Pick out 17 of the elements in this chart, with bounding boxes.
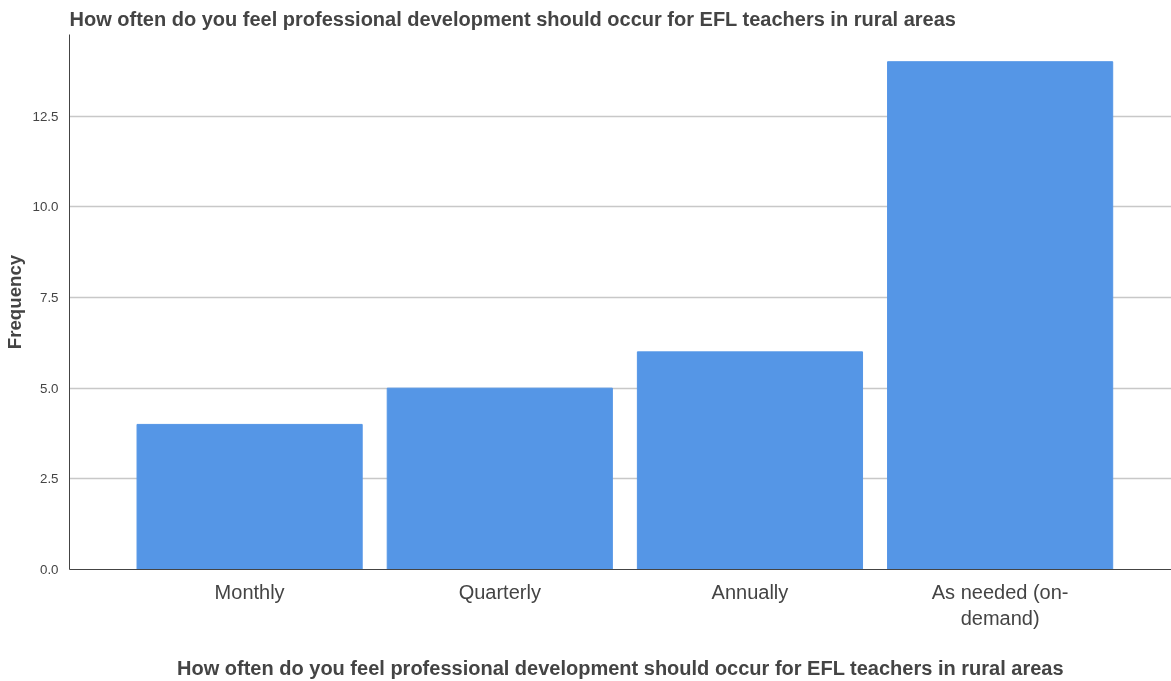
- y-tick-label: 5.0: [39, 380, 59, 396]
- x-tick-label: Monthly: [214, 580, 285, 603]
- bar: [386, 387, 613, 570]
- y-tick-label: 10.0: [32, 199, 59, 215]
- bar: [136, 423, 363, 570]
- x-axis-title: How often do you feel professional development should occur for EFL teachers in rural areas: [177, 656, 1064, 679]
- bar: [636, 351, 864, 570]
- bar: [887, 61, 1114, 570]
- y-axis-title: Frequency: [3, 254, 25, 350]
- y-tick-label: 7.5: [39, 289, 59, 305]
- x-tick-label: Annually: [711, 580, 789, 603]
- chart-title: How often do you feel professional development should occur for EFL teachers in rural areas: [69, 7, 956, 30]
- y-tick-label: 2.5: [39, 471, 59, 487]
- y-tick-label: 12.5: [32, 108, 59, 124]
- y-tick-label: 0.0: [39, 562, 59, 577]
- x-tick-label: As needed (on-demand): [931, 580, 1069, 629]
- x-tick-label: Quarterly: [458, 580, 541, 603]
